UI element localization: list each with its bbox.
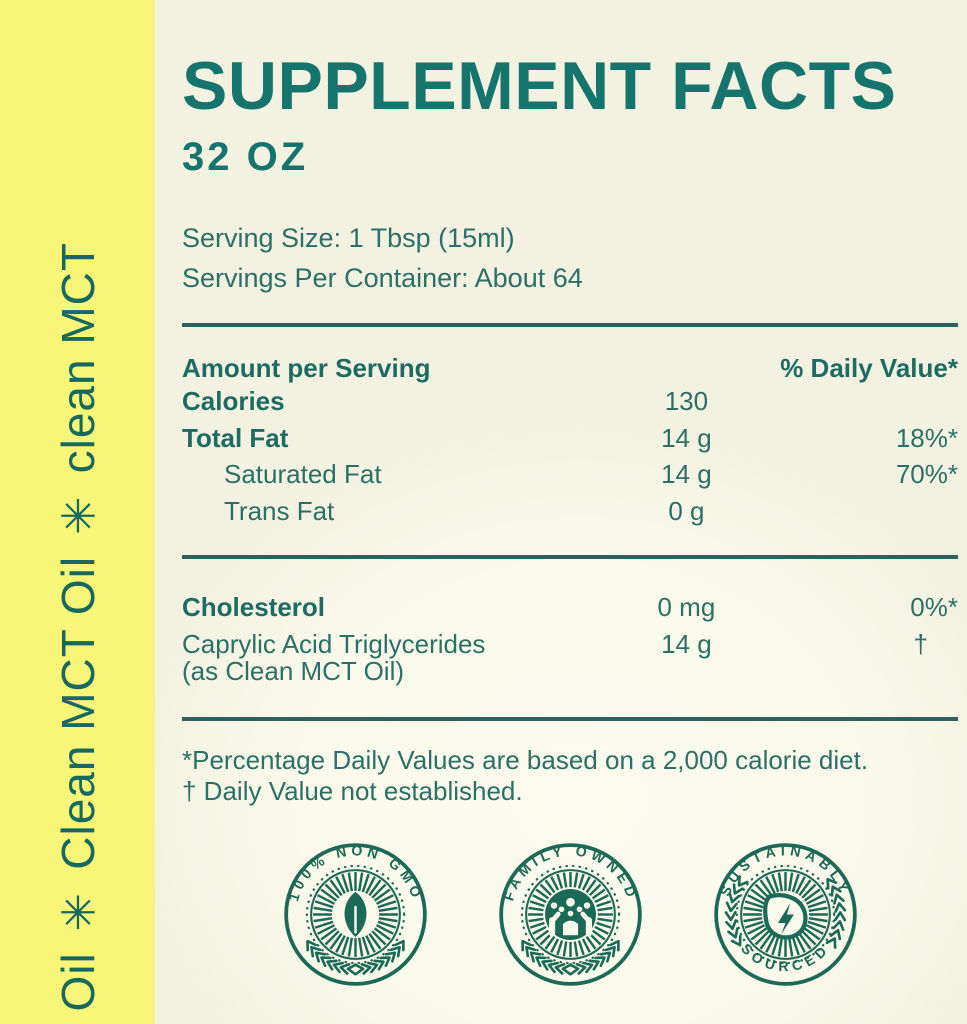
ingredient-sublabel: (as Clean MCT Oil) — [182, 655, 405, 686]
table-row: Calories 130 — [182, 386, 709, 416]
nutrition-table: Amount per Serving % Daily Value* Calori… — [182, 353, 958, 529]
divider — [182, 323, 958, 327]
laurel-left — [724, 874, 749, 946]
amount-per-serving-header: Amount per Serving — [182, 353, 431, 383]
vertical-brand-text: Oil ✳ Clean MCT Oil ✳ clean MCT — [51, 242, 104, 1012]
divider — [182, 555, 958, 559]
servings-per-container-line: Servings Per Container: About 64 — [182, 263, 583, 293]
footnotes: *Percentage Daily Values are based on a … — [182, 745, 958, 807]
divider — [182, 716, 958, 721]
family-icon — [544, 888, 596, 940]
sunburst-spokes — [742, 871, 828, 957]
leaf-icon — [344, 891, 366, 937]
laurel-right — [568, 939, 620, 975]
nutrition-table-2: Cholesterol 0 mg 0%* Caprylic Acid Trigl… — [182, 589, 958, 693]
laurel-right — [353, 939, 405, 975]
label-main: SUPPLEMENT FACTS 32 OZ Serving Size: 1 T… — [155, 0, 967, 1024]
table-row: Total Fat 14 g 18%* — [182, 422, 958, 453]
laurel-left — [305, 939, 357, 975]
badge-row: 100% NON GMO — [182, 839, 958, 990]
laurel-left — [520, 939, 572, 975]
badge-family-owned: FAMILY OWNED — [498, 842, 642, 986]
daily-value-header: % Daily Value* — [780, 353, 958, 383]
badge-non-gmo: 100% NON GMO — [283, 842, 427, 986]
sidebar-band: Oil ✳ Clean MCT Oil ✳ clean MCT — [0, 0, 155, 1024]
table-row: Saturated Fat 14 g 70%* — [224, 459, 958, 489]
footnote-daily-values: *Percentage Daily Values are based on a … — [182, 744, 869, 775]
sunburst-spokes — [312, 871, 398, 957]
size-subtitle: 32 OZ — [182, 135, 309, 179]
serving-size-line: Serving Size: 1 Tbsp (15ml) — [182, 223, 515, 253]
table-row: Cholesterol 0 mg 0%* — [182, 592, 958, 622]
laurel-right — [825, 877, 846, 949]
table-header-row: Amount per Serving % Daily Value* — [182, 353, 958, 383]
footnote-dagger: † Daily Value not established. — [182, 775, 523, 806]
sunburst-spokes — [527, 871, 613, 957]
table-row: Trans Fat 0 g — [224, 495, 705, 526]
ingredient-label: Caprylic Acid Triglycerides — [182, 628, 486, 659]
badge-sustainably-sourced: SUSTAINABLY SOURCED — [713, 842, 857, 986]
table-row: Caprylic Acid Triglycerides (as Clean MCT… — [182, 628, 928, 686]
serving-info: Serving Size: 1 Tbsp (15ml) Servings Per… — [182, 218, 958, 298]
lightning-icon — [762, 892, 808, 939]
page-title: SUPPLEMENT FACTS — [182, 48, 897, 124]
